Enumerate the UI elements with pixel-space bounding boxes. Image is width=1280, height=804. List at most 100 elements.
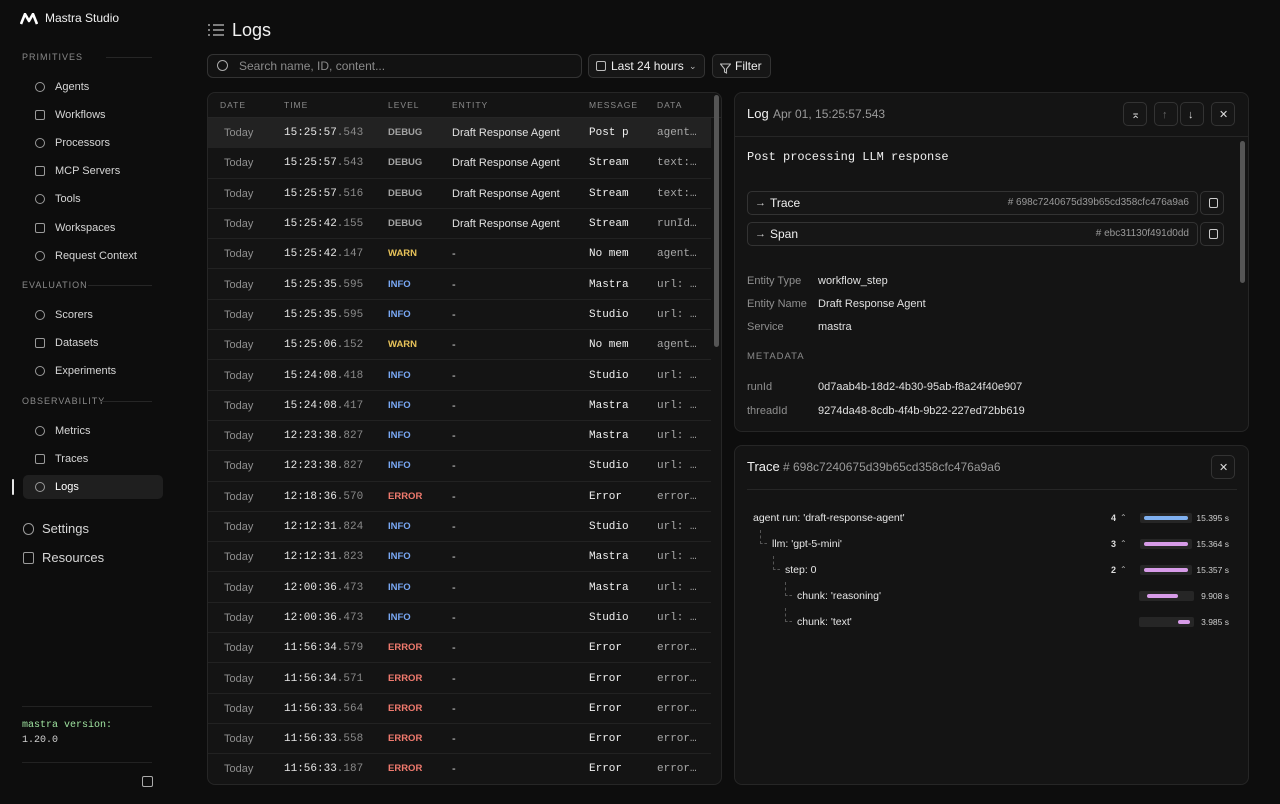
log-row[interactable]: Today 15:25:42.155 DEBUG Draft Response Age…: [208, 209, 711, 240]
link-id: # ebc31130f491d0dd: [1095, 228, 1189, 239]
log-time-ms: .595: [336, 308, 364, 321]
nav-icon: [35, 251, 45, 261]
log-time: 12:00:36: [284, 581, 337, 594]
log-time-ms: .827: [336, 430, 364, 443]
span-name[interactable]: chunk: 'text': [797, 616, 852, 628]
brand-logo: [19, 12, 39, 25]
log-entity: Draft Response Agent: [452, 218, 560, 231]
nav-item[interactable]: Processors: [55, 137, 111, 149]
span-bar: [1178, 620, 1190, 624]
log-row[interactable]: Today 11:56:33.564 ERROR - Error error…: [208, 694, 711, 724]
related-link[interactable]: → Trace # 698c7240675d39b65cd358cfc476a9a6: [747, 191, 1198, 215]
log-row[interactable]: Today 15:25:35.595 INFO - Mastra url: …: [208, 270, 711, 300]
span-name[interactable]: step: 0: [785, 564, 817, 576]
log-message: Mastra: [589, 551, 629, 564]
log-time: 11:56:34: [284, 672, 337, 685]
filter-button[interactable]: Filter: [712, 54, 771, 78]
log-row[interactable]: Today 15:25:42.147 WARN - No mem agent…: [208, 239, 711, 270]
log-row[interactable]: Today 11:56:34.571 ERROR - Error error…: [208, 663, 711, 694]
span-bar: [1147, 594, 1178, 598]
log-entity: -: [452, 460, 456, 473]
copy-button[interactable]: [1200, 222, 1224, 246]
nav-icon: [35, 110, 45, 120]
log-row[interactable]: Today 12:23:38.827 INFO - Studio url: …: [208, 451, 711, 482]
log-row[interactable]: Today 12:00:36.473 INFO - Studio url: …: [208, 603, 711, 634]
log-row[interactable]: Today 11:56:33.558 ERROR - Error error…: [208, 724, 711, 755]
nav-item[interactable]: Workflows: [55, 109, 106, 121]
close-button[interactable]: ✕: [1211, 455, 1235, 479]
log-level: INFO: [388, 430, 411, 442]
column-header: DATE: [220, 100, 247, 110]
log-row[interactable]: Today 15:25:57.543 DEBUG Draft Response Age…: [208, 118, 711, 149]
log-date: Today: [224, 581, 254, 594]
copy-button[interactable]: [1200, 191, 1224, 215]
nav-icon: [35, 366, 45, 376]
close-button[interactable]: ✕: [1211, 102, 1235, 126]
log-row[interactable]: Today 12:12:31.824 INFO - Studio url: …: [208, 512, 711, 543]
prev-button[interactable]: ↑: [1154, 102, 1178, 126]
span-name[interactable]: chunk: 'reasoning': [797, 590, 881, 602]
nav-item[interactable]: Scorers: [55, 309, 93, 321]
log-row[interactable]: Today 12:23:38.827 INFO - Mastra url: …: [208, 421, 711, 452]
date-range-button[interactable]: Last 24 hours ⌄: [588, 54, 705, 78]
nav-item[interactable]: Datasets: [55, 337, 99, 349]
next-button[interactable]: ↓: [1180, 102, 1204, 126]
column-header: LEVEL: [388, 100, 420, 110]
log-time: 11:56:33: [284, 733, 337, 746]
copy-icon: [1209, 198, 1218, 208]
span-bar: [1144, 568, 1188, 572]
nav-item[interactable]: Experiments: [55, 365, 117, 377]
nav-link[interactable]: Resources: [42, 550, 105, 565]
span-bar-track: [1139, 617, 1194, 627]
field-value: Draft Response Agent: [818, 298, 926, 310]
section-divider: [106, 57, 152, 58]
span-name[interactable]: llm: 'gpt-5-mini': [772, 538, 842, 550]
nav-link[interactable]: Settings: [42, 521, 89, 536]
nav-item[interactable]: Metrics: [55, 425, 91, 437]
log-data: url: …: [657, 551, 697, 564]
search-input[interactable]: Search name, ID, content...: [207, 54, 582, 78]
log-time: 15:24:08: [284, 399, 337, 412]
span-duration: 15.357 s: [1196, 565, 1229, 575]
nav-item[interactable]: Tools: [55, 193, 81, 205]
nav-item[interactable]: MCP Servers: [55, 165, 121, 177]
log-row[interactable]: Today 11:56:33.187 ERROR - Error error…: [208, 754, 711, 784]
log-row[interactable]: Today 15:25:57.543 DEBUG Draft Response Age…: [208, 148, 711, 179]
log-row[interactable]: Today 15:25:35.595 INFO - Studio url: …: [208, 300, 711, 331]
log-date: Today: [224, 490, 254, 503]
table-header-divider: [208, 117, 721, 118]
nav-item[interactable]: Traces: [55, 453, 89, 465]
nav-item[interactable]: Logs: [55, 481, 79, 493]
log-row[interactable]: Today 12:12:31.823 INFO - Mastra url: …: [208, 542, 711, 573]
log-row[interactable]: Today 15:25:57.516 DEBUG Draft Response Age…: [208, 179, 711, 209]
nav-item[interactable]: Request Context: [55, 250, 137, 262]
log-row[interactable]: Today 15:25:06.152 WARN - No mem agent…: [208, 330, 711, 361]
log-row[interactable]: Today 11:56:34.579 ERROR - Error error…: [208, 633, 711, 664]
log-data: url: …: [657, 611, 697, 624]
log-message: Studio: [589, 521, 629, 534]
log-row[interactable]: Today 12:00:36.473 INFO - Mastra url: …: [208, 573, 711, 603]
log-row[interactable]: Today 15:24:08.418 INFO - Studio url: …: [208, 360, 711, 391]
log-date: Today: [224, 248, 254, 261]
tree-connector: [785, 582, 792, 596]
collapse-button[interactable]: [142, 776, 153, 787]
log-row[interactable]: Today 12:18:36.570 ERROR - Error error…: [208, 482, 711, 512]
date-range-label: Last 24 hours: [611, 59, 684, 73]
log-message: Studio: [589, 460, 629, 473]
log-time: 11:56:33: [284, 702, 337, 715]
log-level: WARN: [388, 339, 418, 351]
collapse-button[interactable]: ⌅: [1123, 102, 1147, 126]
nav-item[interactable]: Agents: [55, 81, 90, 93]
related-link[interactable]: → Span # ebc31130f491d0dd: [747, 222, 1198, 246]
tree-connector: [773, 556, 780, 570]
metadata-value: 0d7aab4b-18d2-4b30-95ab-f8a24f40e907: [818, 381, 1023, 393]
metadata-value: 9274da48-8cdb-4f4b-9b22-227ed72bb619: [818, 405, 1025, 417]
log-date: Today: [224, 642, 254, 655]
log-time: 15:25:42: [284, 218, 337, 231]
nav-item[interactable]: Workspaces: [55, 222, 116, 234]
log-data: url: …: [657, 521, 697, 534]
span-name[interactable]: agent run: 'draft-response-agent': [753, 512, 905, 524]
log-row[interactable]: Today 15:24:08.417 INFO - Mastra url: …: [208, 391, 711, 421]
log-time-ms: .564: [336, 702, 364, 715]
log-level: INFO: [388, 278, 411, 290]
